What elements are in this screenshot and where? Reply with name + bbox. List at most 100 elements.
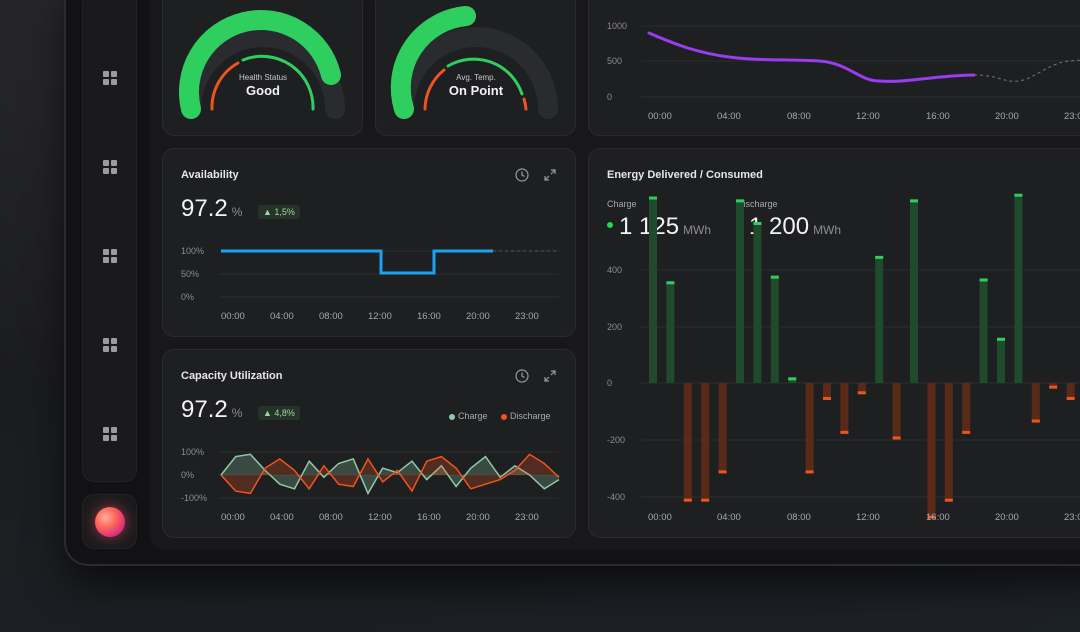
energy-bar	[666, 281, 675, 383]
energy-bar-cap	[892, 436, 901, 440]
y-tick: -400	[607, 492, 625, 502]
x-tick: 23:00	[515, 311, 539, 322]
series-line-discharge	[220, 453, 560, 495]
energy-bar	[875, 255, 884, 383]
energy-bar	[805, 383, 814, 474]
x-tick: 23:00	[1064, 512, 1080, 523]
legend-charge: Charge	[449, 411, 488, 421]
discharge-label: Discharge	[737, 199, 778, 209]
energy-bar	[1066, 383, 1075, 400]
energy-bar-cap	[753, 221, 762, 225]
unit-label: MWh	[683, 223, 712, 237]
clock-icon[interactable]	[515, 168, 529, 182]
x-tick: 08:00	[319, 512, 343, 523]
gauge-label: Health Status	[238, 73, 288, 82]
gauge-value: Good	[246, 83, 280, 98]
sidebar-item-4[interactable]	[103, 338, 118, 353]
change-badge: ▲ 4,8%	[258, 406, 300, 420]
charge-label: Charge	[607, 199, 637, 209]
x-tick: 00:00	[221, 311, 245, 322]
unit-label: %	[231, 406, 243, 420]
energy-bar	[979, 278, 988, 383]
energy-bar-cap	[840, 430, 849, 434]
energy-bar-cap	[944, 498, 953, 502]
unit-label: %	[231, 205, 243, 219]
x-tick: 00:00	[648, 512, 672, 523]
energy-bar	[718, 383, 727, 474]
capacity-value: 97.2%	[181, 396, 243, 423]
sidebar-item-3[interactable]	[103, 249, 118, 264]
expand-icon[interactable]	[543, 168, 557, 182]
availability-chart: 100% 50% 0% 00:00 04:00 08:00 12:00 16:0…	[181, 246, 559, 322]
capacity-card: Capacity Utilization 97.2% ▲ 4,8% Charge…	[162, 349, 576, 538]
energy-bar-cap	[683, 498, 692, 502]
expand-icon[interactable]	[543, 369, 557, 383]
y-tick: 1000	[607, 21, 627, 31]
sidebar	[82, 0, 137, 482]
x-tick: 23:00	[1064, 111, 1080, 122]
sidebar-item-1[interactable]	[103, 71, 118, 86]
x-tick: 16:00	[417, 512, 441, 523]
health-status-card: Health Status Good	[162, 0, 363, 136]
energy-bar-cap	[770, 275, 779, 279]
availability-card: Availability 97.2% ▲ 1,5% 100% 50% 0% 00…	[162, 148, 576, 337]
y-tick: 0%	[181, 470, 194, 480]
energy-bar-cap	[788, 377, 797, 381]
energy-bar	[944, 383, 953, 502]
x-tick: 16:00	[417, 311, 441, 322]
energy-bar	[927, 383, 936, 519]
y-tick: 0	[607, 378, 612, 388]
top-line-chart: 1000 500 0 00:00 04:00 08:00 12:00 16:00…	[607, 21, 1080, 122]
energy-bar-cap	[666, 281, 675, 285]
x-tick: 23:00	[515, 512, 539, 523]
purple-series-line	[647, 31, 976, 83]
gauge-label: Avg. Temp.	[456, 73, 496, 82]
avatar[interactable]	[95, 507, 125, 537]
card-title: Capacity Utilization	[181, 370, 283, 382]
energy-bar	[649, 196, 657, 383]
y-tick: -100%	[181, 493, 207, 503]
energy-bar	[910, 199, 918, 383]
charge-dot-icon	[607, 221, 613, 228]
x-tick: 16:00	[926, 111, 950, 122]
card-title: Energy Delivered / Consumed	[607, 169, 763, 181]
x-tick: 04:00	[270, 512, 294, 523]
energy-bar	[962, 383, 971, 434]
x-tick: 04:00	[717, 512, 741, 523]
grid-icon	[103, 427, 109, 433]
energy-bar-cap	[875, 255, 884, 259]
energy-bar	[753, 221, 762, 383]
energy-bar	[770, 275, 779, 383]
energy-bar-cap	[979, 278, 988, 282]
sidebar-item-5[interactable]	[103, 427, 118, 442]
energy-bar-cap	[1014, 193, 1023, 197]
capacity-chart: 100% 0% -100% 00:00 04:00 08:00 12:00 16…	[181, 447, 560, 523]
energy-bar	[823, 383, 831, 400]
energy-card: Energy Delivered / Consumed Charge 1 125…	[588, 148, 1080, 538]
gauge-value: On Point	[448, 83, 504, 98]
energy-bar-cap	[701, 498, 710, 502]
energy-bar-cap	[1049, 385, 1058, 389]
y-tick: -200	[607, 435, 625, 445]
energy-bar	[997, 337, 1005, 383]
clock-icon[interactable]	[515, 369, 529, 383]
availability-series-line	[221, 249, 493, 275]
availability-value: 97.2%	[181, 195, 243, 222]
energy-bar-cap	[718, 470, 727, 474]
x-tick: 04:00	[717, 111, 741, 122]
y-tick: 500	[607, 56, 622, 66]
grid-icon	[103, 71, 109, 77]
energy-bar	[840, 383, 849, 434]
grid-icon	[103, 338, 109, 344]
x-tick: 00:00	[221, 512, 245, 523]
energy-bar-cap	[910, 199, 918, 203]
energy-bar	[857, 383, 866, 395]
x-tick: 16:00	[926, 512, 950, 523]
avatar-container	[82, 494, 137, 549]
energy-bar-cap	[1066, 396, 1075, 400]
energy-bar	[892, 383, 901, 440]
x-tick: 20:00	[995, 111, 1019, 122]
x-tick: 12:00	[856, 512, 880, 523]
projection-line	[973, 59, 1080, 82]
sidebar-item-2[interactable]	[103, 160, 118, 175]
